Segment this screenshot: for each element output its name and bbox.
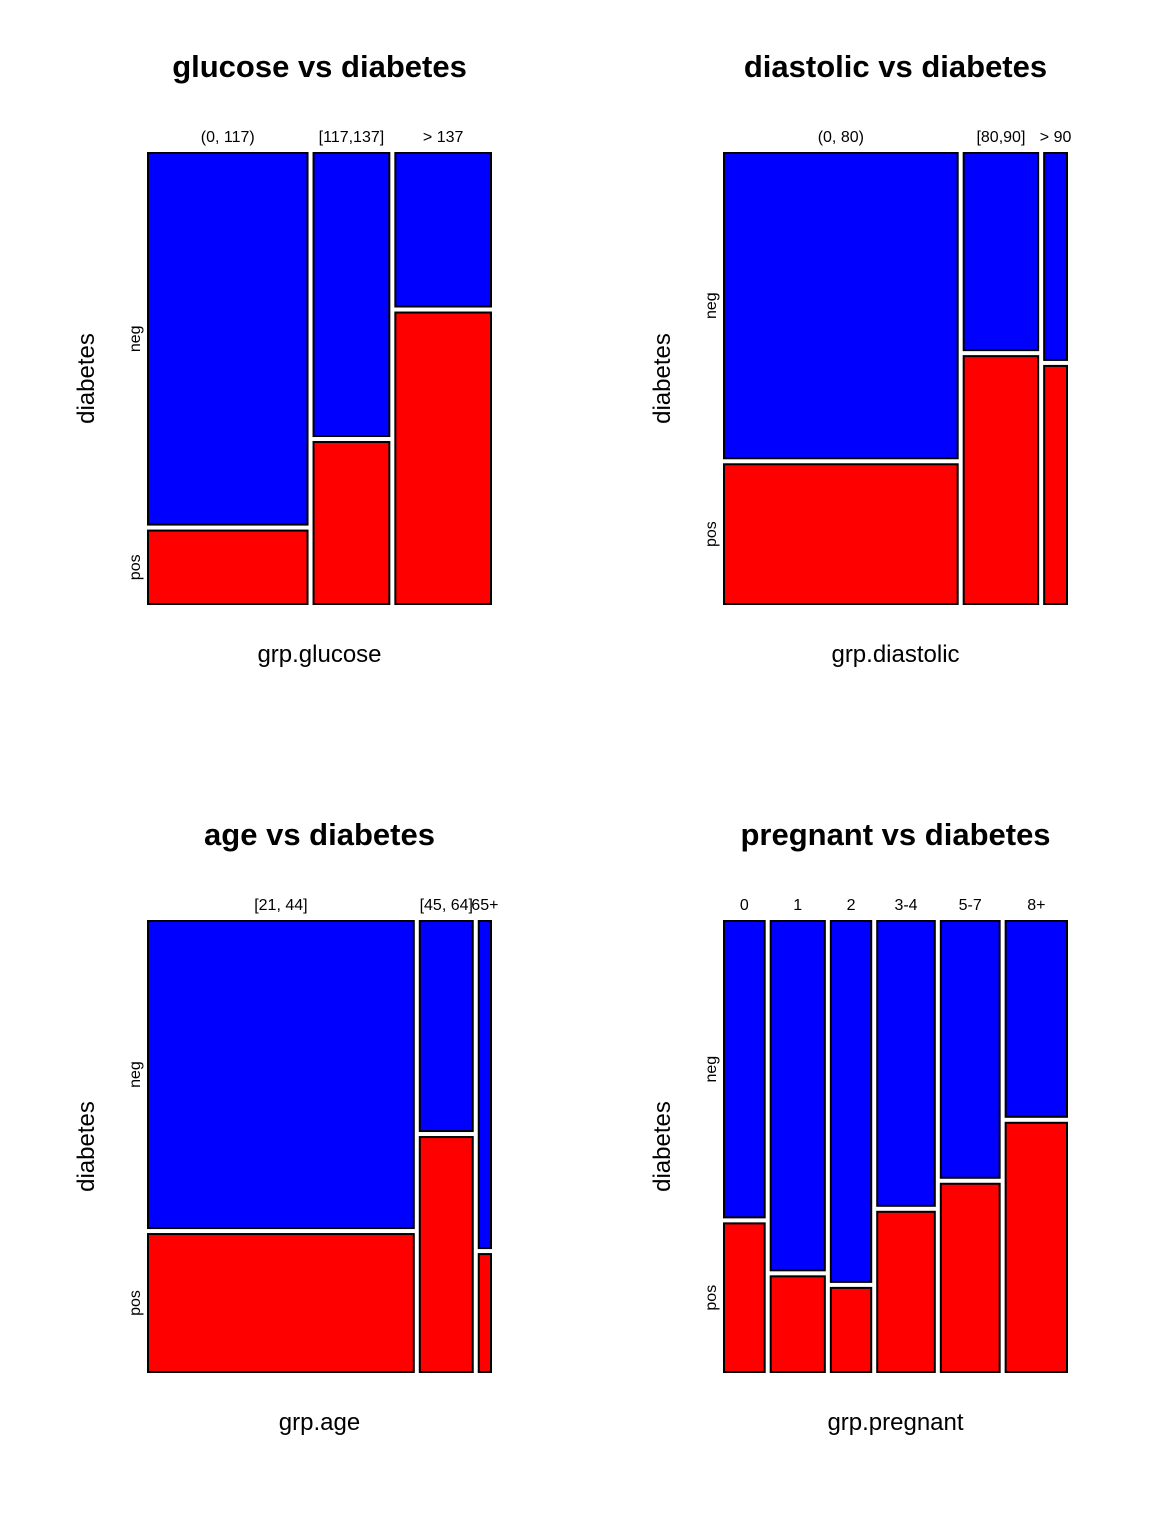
tile-pos-4 <box>876 1210 936 1374</box>
tile-neg-4 <box>876 920 936 1207</box>
tile-pos-1 <box>147 1233 415 1374</box>
x-tick-label: (0, 80) <box>818 129 864 146</box>
tile-pos-2 <box>312 441 391 605</box>
tile-neg-3 <box>477 920 492 1250</box>
tile-pos-6 <box>1004 1121 1068 1374</box>
tile-pos-5 <box>939 1182 1001 1374</box>
tile-neg-1 <box>723 152 959 460</box>
x-tick-label: 8+ <box>1027 897 1045 914</box>
x-tick-label: [21, 44] <box>254 897 307 914</box>
tile-pos-2 <box>769 1275 826 1373</box>
tile-pos-2 <box>962 355 1040 606</box>
x-tick-label: 3-4 <box>894 897 917 914</box>
x-tick-label: [117,137] <box>319 129 385 146</box>
chart-title: glucose vs diabetes <box>172 49 467 84</box>
tile-neg-6 <box>1004 920 1068 1118</box>
y-tick-label: neg <box>127 1061 144 1088</box>
tile-pos-2 <box>418 1136 474 1374</box>
mosaic-panel-3: age vs diabetes grp.age diabetes [21, 44] ne… <box>73 817 498 1436</box>
y-tick-label: pos <box>127 554 144 580</box>
chart-title: diastolic vs diabetes <box>744 49 1047 84</box>
y-tick-label: neg <box>127 325 144 352</box>
x-tick-label: [45, 64] <box>420 897 473 914</box>
x-tick-label: > 90 <box>1040 129 1072 146</box>
tile-neg-3 <box>394 152 492 308</box>
tile-pos-1 <box>723 463 959 605</box>
tile-neg-1 <box>147 920 415 1230</box>
y-tick-label: pos <box>703 1285 720 1311</box>
x-axis-label: grp.glucose <box>257 641 381 668</box>
tile-neg-2 <box>418 920 474 1133</box>
tile-pos-1 <box>723 1222 766 1373</box>
mosaic-panel-2: diastolic vs diabetes grp.diastolic diabet… <box>649 49 1071 668</box>
tile-neg-3 <box>829 920 873 1283</box>
x-tick-label: 65+ <box>471 897 498 914</box>
y-axis-label: diabetes <box>73 1101 100 1192</box>
x-tick-label: 0 <box>740 897 749 914</box>
tile-pos-3 <box>829 1286 873 1374</box>
x-axis-label: grp.age <box>279 1409 360 1436</box>
y-axis-label: diabetes <box>649 333 676 424</box>
y-tick-label: neg <box>703 1056 720 1083</box>
y-tick-label: pos <box>703 521 720 547</box>
x-tick-label: 5-7 <box>959 897 982 914</box>
x-tick-label: [80,90] <box>976 129 1025 146</box>
tile-neg-2 <box>312 152 391 438</box>
tile-pos-3 <box>477 1253 492 1373</box>
tile-neg-2 <box>962 152 1040 352</box>
mosaic-panel-1: glucose vs diabetes grp.glucose diabetes (0… <box>73 49 492 668</box>
y-tick-label: pos <box>127 1290 144 1316</box>
tile-neg-5 <box>939 920 1001 1179</box>
tile-pos-1 <box>147 529 309 606</box>
tile-pos-3 <box>394 311 492 605</box>
x-axis-label: grp.pregnant <box>827 1409 963 1436</box>
y-axis-label: diabetes <box>73 333 100 424</box>
chart-title: pregnant vs diabetes <box>740 817 1050 852</box>
y-axis-label: diabetes <box>649 1101 676 1192</box>
tile-neg-2 <box>769 920 826 1272</box>
tile-neg-1 <box>723 920 766 1219</box>
x-tick-label: (0, 117) <box>201 129 255 146</box>
chart-title: age vs diabetes <box>204 817 435 852</box>
x-tick-label: 2 <box>847 897 856 914</box>
x-tick-label: 1 <box>793 897 802 914</box>
tile-neg-1 <box>147 152 309 526</box>
x-tick-label: > 137 <box>423 129 464 146</box>
x-axis-label: grp.diastolic <box>831 641 959 668</box>
y-tick-label: neg <box>703 292 720 319</box>
mosaic-panel-4: pregnant vs diabetes grp.pregnant diabetes… <box>649 817 1068 1436</box>
tile-pos-3 <box>1043 364 1069 605</box>
tile-neg-3 <box>1043 152 1069 361</box>
